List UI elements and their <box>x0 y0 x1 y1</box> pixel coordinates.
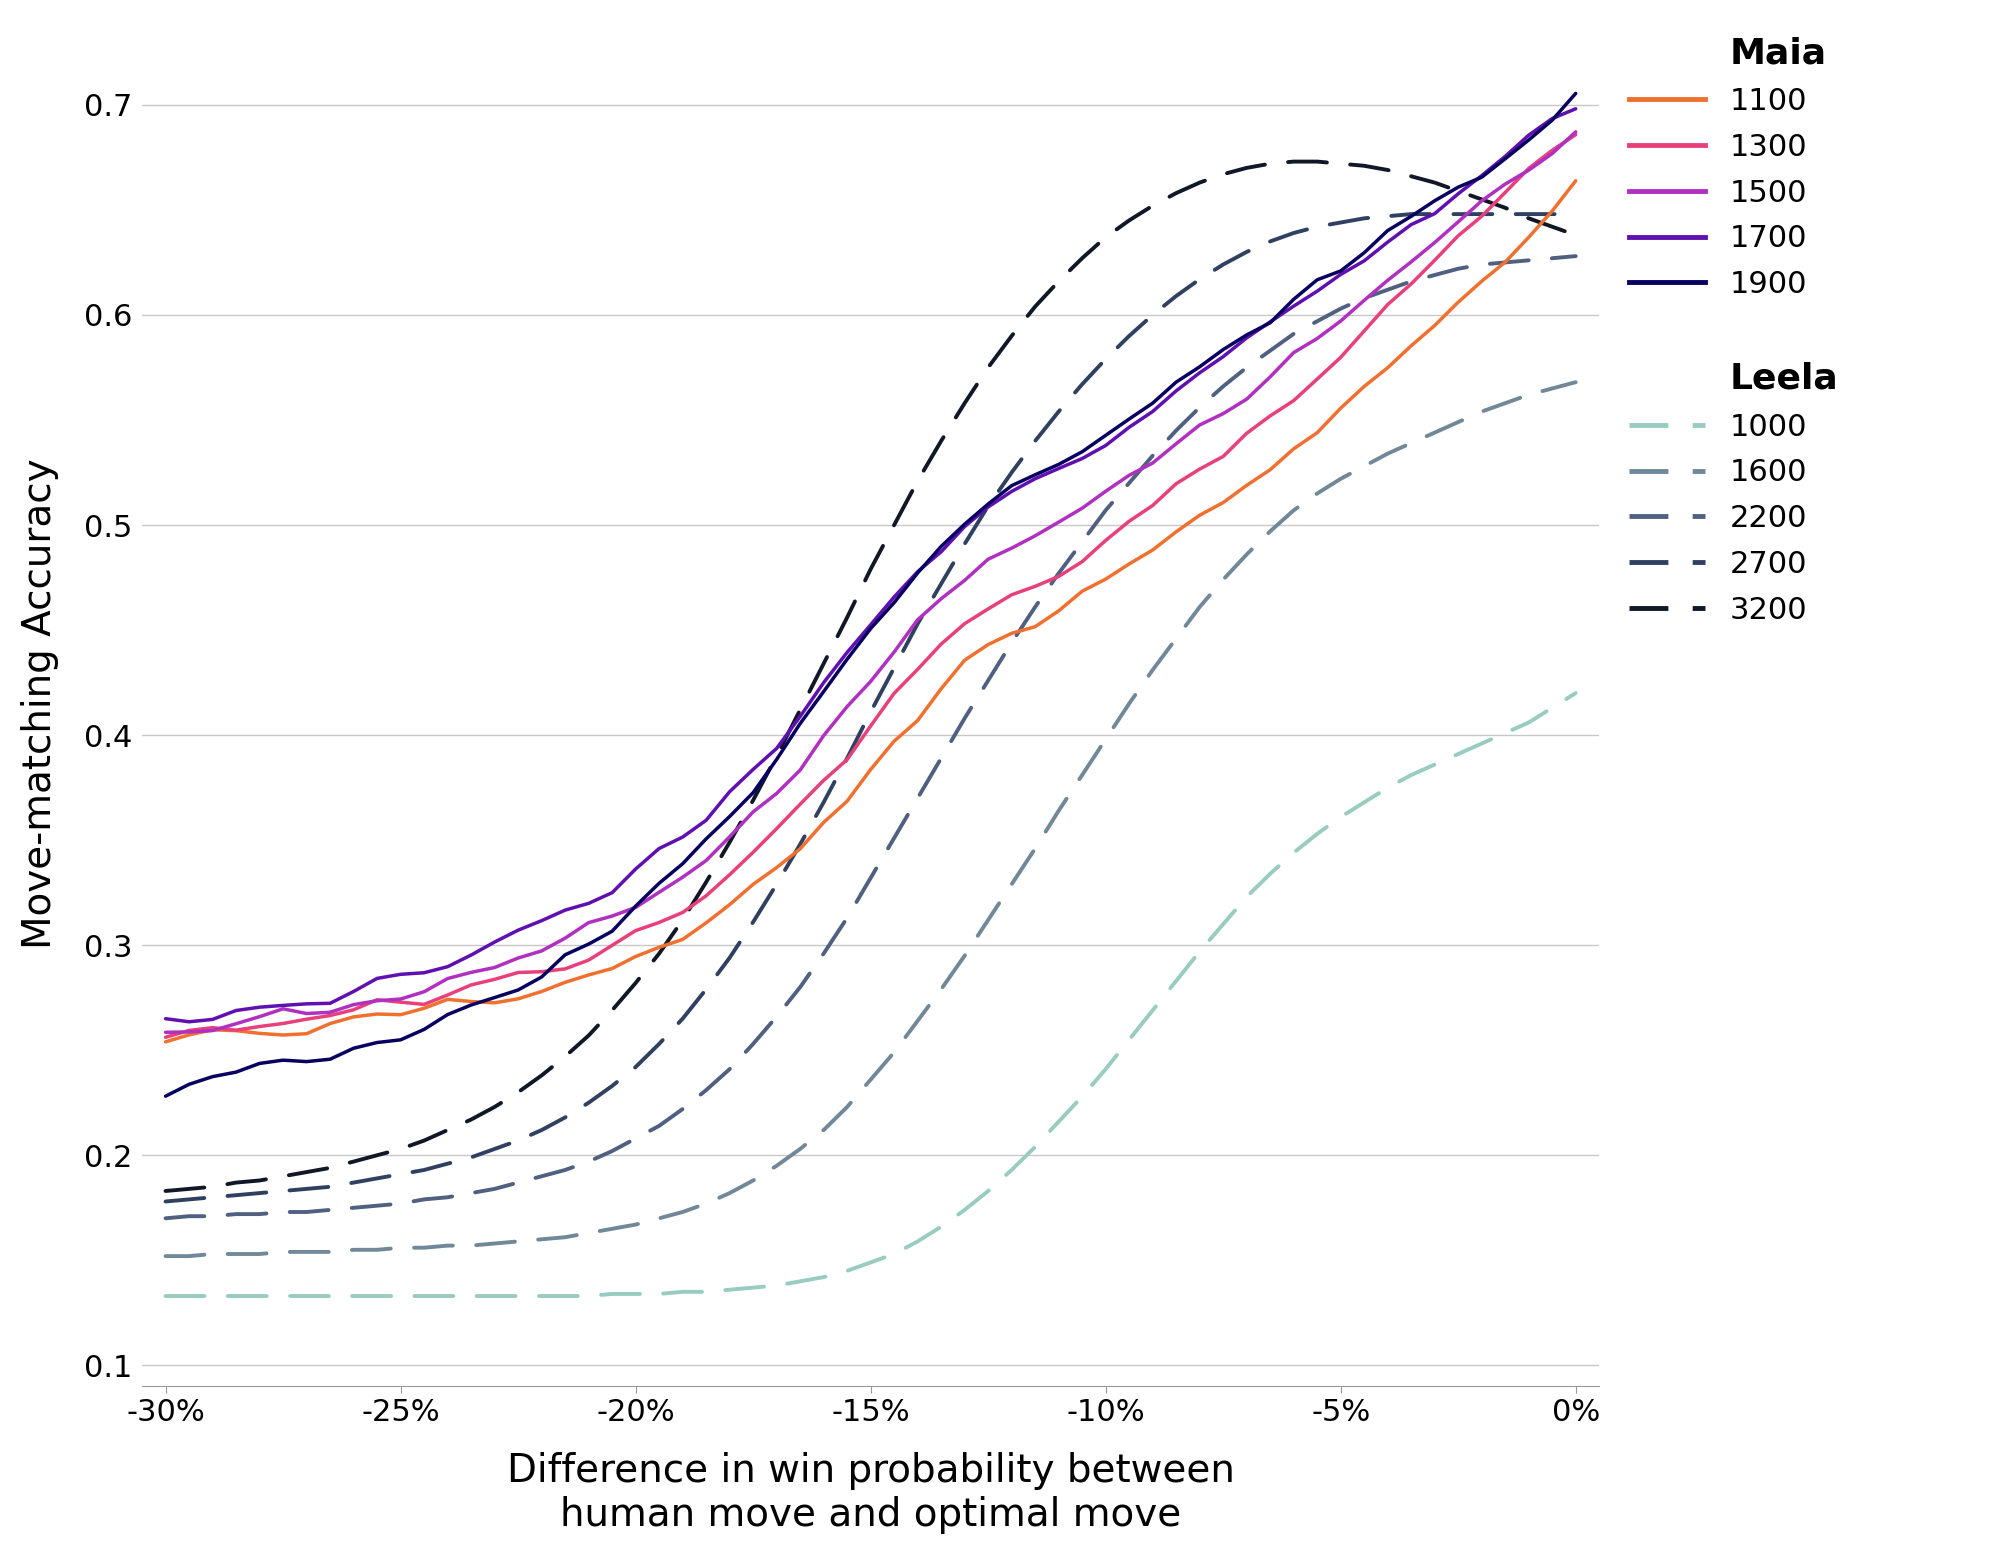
Y-axis label: Move-matching Accuracy: Move-matching Accuracy <box>20 459 58 949</box>
Legend: Maia, 1100, 1300, 1500, 1700, 1900,  , Leela, 1000, 1600, 2200, 2700, 3200: Maia, 1100, 1300, 1500, 1700, 1900, , Le… <box>1628 36 1838 625</box>
X-axis label: Difference in win probability between
human move and optimal move: Difference in win probability between hu… <box>505 1452 1235 1535</box>
